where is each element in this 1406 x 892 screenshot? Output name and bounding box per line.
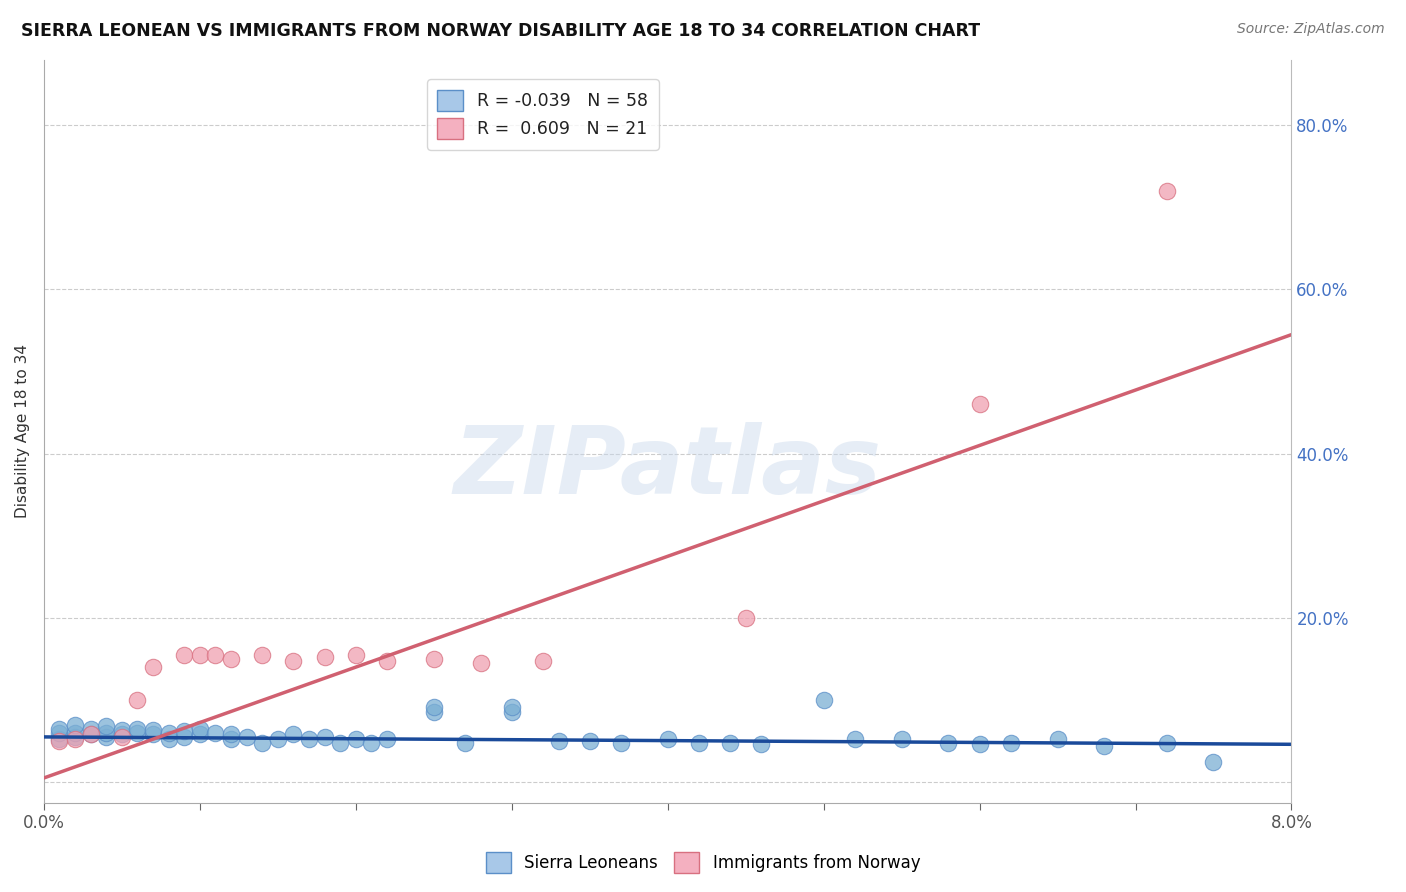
Point <box>1092 739 1115 753</box>
Point <box>48 734 70 748</box>
Point <box>969 397 991 411</box>
Point <box>344 732 367 747</box>
Point <box>204 648 226 662</box>
Point <box>423 652 446 666</box>
Point <box>111 730 134 744</box>
Point <box>111 723 134 738</box>
Point <box>79 727 101 741</box>
Point <box>360 736 382 750</box>
Point <box>235 730 257 744</box>
Point <box>157 726 180 740</box>
Point <box>188 727 211 741</box>
Y-axis label: Disability Age 18 to 34: Disability Age 18 to 34 <box>15 344 30 518</box>
Point <box>96 730 118 744</box>
Point <box>267 732 290 747</box>
Point <box>96 726 118 740</box>
Point <box>375 654 398 668</box>
Point <box>1156 736 1178 750</box>
Text: SIERRA LEONEAN VS IMMIGRANTS FROM NORWAY DISABILITY AGE 18 TO 34 CORRELATION CHA: SIERRA LEONEAN VS IMMIGRANTS FROM NORWAY… <box>21 22 980 40</box>
Point <box>578 734 600 748</box>
Point <box>127 722 149 736</box>
Point <box>142 660 165 674</box>
Point <box>657 732 679 747</box>
Point <box>173 730 195 744</box>
Point <box>329 736 352 750</box>
Point <box>749 737 772 751</box>
Point <box>844 732 866 747</box>
Point <box>142 723 165 738</box>
Point <box>547 734 569 748</box>
Point <box>157 732 180 747</box>
Point <box>610 736 633 750</box>
Point <box>219 727 242 741</box>
Text: Source: ZipAtlas.com: Source: ZipAtlas.com <box>1237 22 1385 37</box>
Point <box>142 727 165 741</box>
Point <box>938 736 960 750</box>
Point <box>501 706 523 720</box>
Point <box>454 736 477 750</box>
Point <box>219 732 242 747</box>
Point <box>79 722 101 736</box>
Point <box>48 732 70 747</box>
Point <box>969 737 991 751</box>
Text: ZIPatlas: ZIPatlas <box>454 422 882 515</box>
Point <box>63 726 86 740</box>
Point <box>501 699 523 714</box>
Point <box>173 724 195 739</box>
Point <box>688 736 710 750</box>
Point <box>188 648 211 662</box>
Legend: R = -0.039   N = 58, R =  0.609   N = 21: R = -0.039 N = 58, R = 0.609 N = 21 <box>427 79 659 150</box>
Point <box>344 648 367 662</box>
Point <box>423 706 446 720</box>
Point <box>283 654 305 668</box>
Point <box>111 727 134 741</box>
Point <box>890 732 912 747</box>
Point <box>188 722 211 736</box>
Point <box>470 656 492 670</box>
Point <box>250 648 273 662</box>
Point <box>314 650 336 665</box>
Point <box>63 730 86 744</box>
Point <box>48 722 70 736</box>
Point <box>204 726 226 740</box>
Point <box>63 717 86 731</box>
Point <box>219 652 242 666</box>
Point <box>173 648 195 662</box>
Point <box>96 719 118 733</box>
Point <box>127 726 149 740</box>
Point <box>283 727 305 741</box>
Point <box>734 611 756 625</box>
Point <box>298 732 321 747</box>
Point <box>63 732 86 747</box>
Point <box>314 730 336 744</box>
Point <box>813 693 835 707</box>
Point <box>718 736 741 750</box>
Point <box>1202 755 1225 769</box>
Point <box>531 654 554 668</box>
Point <box>79 727 101 741</box>
Point <box>127 693 149 707</box>
Legend: Sierra Leoneans, Immigrants from Norway: Sierra Leoneans, Immigrants from Norway <box>479 846 927 880</box>
Point <box>1156 184 1178 198</box>
Point <box>375 732 398 747</box>
Point <box>423 699 446 714</box>
Point <box>250 736 273 750</box>
Point <box>1046 732 1069 747</box>
Point <box>48 726 70 740</box>
Point <box>1000 736 1022 750</box>
